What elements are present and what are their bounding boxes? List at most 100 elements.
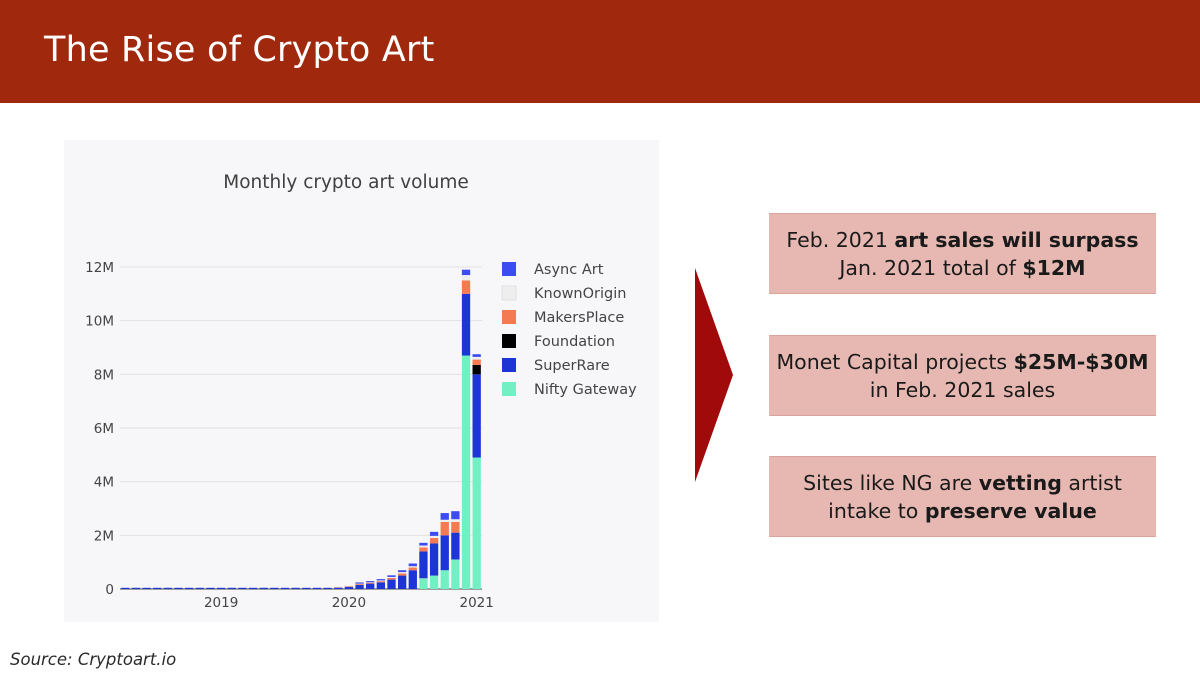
gridlines bbox=[120, 266, 482, 590]
y-tick-label: 8M bbox=[94, 367, 114, 383]
legend-swatch bbox=[502, 262, 516, 276]
bar-segment bbox=[451, 521, 460, 533]
bar-segment bbox=[451, 511, 460, 520]
callout-part: vetting bbox=[978, 470, 1062, 495]
bar-segment bbox=[440, 535, 449, 571]
legend-swatch bbox=[502, 382, 516, 396]
bar-segment bbox=[440, 521, 449, 536]
bar-segment bbox=[270, 587, 279, 589]
legend-item[interactable]: Async Art bbox=[502, 262, 604, 278]
bar-segment bbox=[280, 587, 290, 589]
bar-segment bbox=[142, 587, 151, 589]
chart-title: Monthly crypto art volume bbox=[223, 172, 469, 193]
callout-part: Feb. 2021 bbox=[786, 227, 895, 252]
callout-part: Sites like NG are bbox=[803, 470, 979, 495]
callout-part: $12M bbox=[1022, 255, 1086, 280]
y-tick-label: 10M bbox=[85, 314, 114, 330]
bar-segment bbox=[429, 538, 439, 544]
bar-segment bbox=[334, 586, 343, 588]
bar-segment bbox=[302, 587, 311, 589]
bar-segment bbox=[408, 563, 417, 567]
callout-part: in Feb. 2021 sales bbox=[869, 377, 1056, 402]
y-tick-label: 12M bbox=[85, 260, 114, 276]
bar-segment bbox=[461, 355, 471, 589]
x-tick-label: 2021 bbox=[459, 595, 493, 611]
y-tick-label: 0 bbox=[105, 582, 114, 598]
callout-part: Jan. 2021 total of bbox=[839, 255, 1023, 280]
legend-label: SuperRare bbox=[534, 358, 610, 374]
bar-segment bbox=[397, 572, 407, 574]
slide-title: The Rise of Crypto Art bbox=[44, 30, 435, 70]
callout-part: Monet Capital projects bbox=[776, 349, 1014, 374]
bar-segment bbox=[376, 579, 386, 581]
bar-segment bbox=[216, 587, 226, 589]
legend-item[interactable]: MakersPlace bbox=[502, 310, 624, 326]
bar-segment bbox=[185, 587, 194, 589]
bar-segment bbox=[163, 587, 173, 589]
legend-item[interactable]: Nifty Gateway bbox=[502, 382, 637, 398]
legend-item[interactable]: SuperRare bbox=[502, 358, 610, 374]
bar-segment bbox=[440, 513, 449, 520]
bar-segment bbox=[429, 575, 439, 589]
bar-segment bbox=[472, 359, 481, 365]
bar-segment bbox=[419, 547, 428, 552]
bar-segment bbox=[451, 559, 460, 589]
bar-segment bbox=[440, 570, 449, 589]
callout-monet-projection: Monet Capital projects $25M-$30M in Feb.… bbox=[769, 335, 1156, 416]
bar-segment bbox=[461, 275, 471, 281]
bar-segment bbox=[376, 582, 386, 589]
y-tick-label: 2M bbox=[94, 528, 114, 544]
y-axis-ticks: 0 2M 4M 6M 8M 10M 12M bbox=[85, 260, 114, 598]
bar-segment bbox=[291, 587, 300, 589]
bar-segment bbox=[174, 587, 183, 589]
bar-segment bbox=[344, 585, 354, 587]
y-tick-label: 6M bbox=[94, 421, 114, 437]
source-note: Source: Cryptoart.io bbox=[10, 650, 177, 669]
bar-segment bbox=[451, 532, 460, 560]
bar-segment bbox=[376, 581, 386, 583]
bar-segment bbox=[334, 587, 343, 589]
callout-feb-sales: Feb. 2021 art sales will surpass Jan. 20… bbox=[769, 213, 1156, 294]
legend-label: Foundation bbox=[534, 334, 615, 350]
legend-label: Nifty Gateway bbox=[534, 382, 637, 398]
bar-segment bbox=[131, 587, 141, 589]
x-tick-label: 2019 bbox=[204, 595, 238, 611]
bar-segment bbox=[397, 575, 407, 589]
bar-segment bbox=[397, 573, 407, 576]
legend-item[interactable]: KnownOrigin bbox=[501, 285, 626, 302]
legend-swatch bbox=[502, 310, 516, 324]
callout-part: art sales will surpass bbox=[894, 227, 1139, 252]
bar-segment bbox=[429, 543, 439, 576]
bar-segment bbox=[419, 545, 428, 548]
bar-segment bbox=[366, 582, 375, 584]
bar-segment bbox=[195, 587, 205, 589]
bar-segment bbox=[121, 587, 130, 589]
chart-panel: Monthly crypto art volume 0 2M 4M 6M 8M 10M 12… bbox=[64, 140, 659, 622]
bar-segment bbox=[419, 551, 428, 579]
bar-segment bbox=[419, 542, 428, 546]
bar-segment bbox=[366, 581, 375, 583]
bar-segment bbox=[472, 354, 481, 357]
legend-label: MakersPlace bbox=[534, 310, 624, 326]
legend-swatch bbox=[502, 334, 516, 348]
legend-item[interactable]: Foundation bbox=[502, 334, 615, 350]
callout-part: preserve value bbox=[924, 498, 1097, 523]
x-tick-label: 2020 bbox=[332, 595, 366, 611]
bar-segment bbox=[355, 582, 364, 584]
bar-segment bbox=[429, 535, 439, 539]
bar-segment bbox=[344, 586, 354, 589]
callout-text: Sites like NG are vetting artist intake … bbox=[769, 469, 1156, 525]
bar-segment bbox=[366, 583, 375, 589]
legend[interactable]: Async Art KnownOrigin MakersPlace Foundatio… bbox=[501, 262, 637, 398]
bar-segment bbox=[461, 269, 471, 276]
bar-segment bbox=[355, 584, 364, 589]
bar-segment bbox=[472, 364, 481, 375]
legend-swatch bbox=[502, 358, 516, 372]
bar-segment bbox=[248, 587, 258, 589]
bar-segment bbox=[376, 580, 386, 582]
bar-segment bbox=[227, 587, 236, 589]
bar-segment bbox=[206, 587, 215, 589]
bar-segment bbox=[472, 374, 481, 458]
callout-part: $25M-$30M bbox=[1013, 349, 1149, 374]
arrow-icon bbox=[695, 268, 733, 482]
